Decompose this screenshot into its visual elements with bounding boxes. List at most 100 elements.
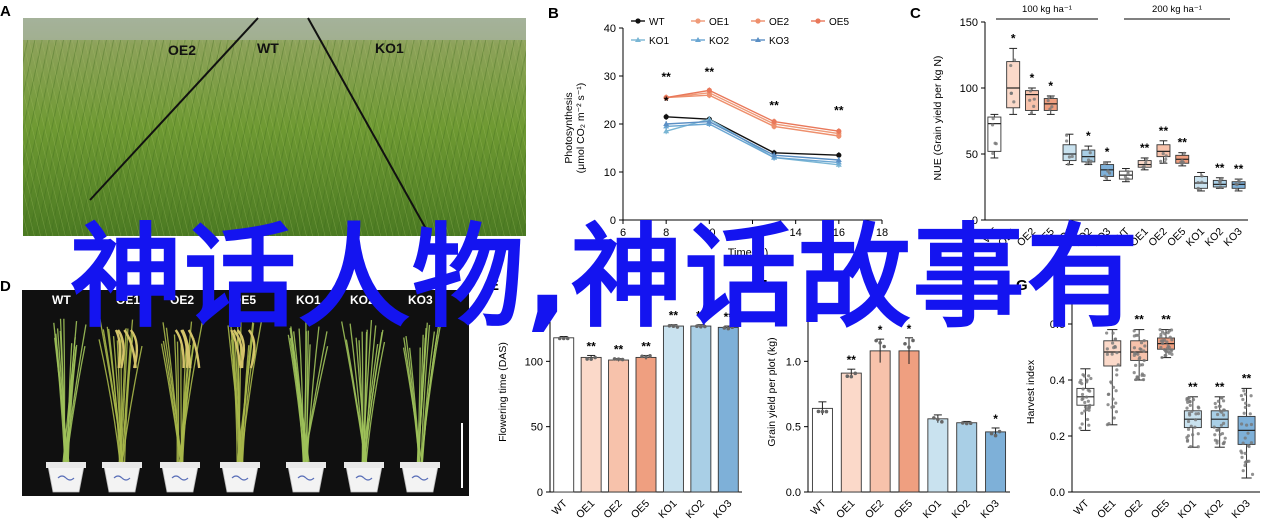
- leaf: [55, 333, 68, 463]
- potted-plant: [400, 320, 442, 493]
- series-line-oe2: [666, 94, 839, 137]
- leaf: [420, 324, 431, 463]
- pot-rim: [286, 462, 326, 468]
- data-point: [1162, 338, 1167, 342]
- data-point: [1102, 161, 1107, 166]
- bar-wt: [811, 407, 833, 493]
- data-point: [1240, 455, 1244, 459]
- x-tick-label: KO1: [921, 498, 944, 521]
- bar-oe5: [898, 350, 920, 493]
- data-point: [1200, 180, 1204, 184]
- data-point: [1241, 441, 1245, 445]
- data-point: [1248, 412, 1252, 416]
- data-point: [565, 336, 570, 341]
- data-point: [561, 336, 566, 341]
- legend-marker: [755, 37, 761, 42]
- data-point: [706, 118, 713, 124]
- data-point: [1244, 401, 1248, 405]
- panicle: [230, 329, 242, 369]
- leaf: [173, 334, 178, 463]
- data-point: [1189, 424, 1193, 428]
- pot-rim: [400, 462, 440, 468]
- data-point: [1164, 154, 1168, 158]
- potted-plant: [220, 317, 263, 493]
- data-point: [1106, 169, 1110, 173]
- panicle: [247, 329, 256, 369]
- legend-label: KO1: [649, 36, 669, 47]
- data-point: [940, 420, 944, 424]
- data-point: [1138, 363, 1143, 367]
- data-point: [1141, 378, 1146, 382]
- legend-marker: [635, 18, 641, 24]
- data-point: [1113, 337, 1117, 341]
- pot: [161, 465, 199, 493]
- data-point: [932, 416, 936, 420]
- legend-marker: [695, 18, 701, 24]
- significance-label: **: [1242, 371, 1252, 385]
- data-point: [1215, 412, 1220, 417]
- data-point: [836, 128, 842, 134]
- data-point: [699, 324, 703, 329]
- data-point: [1188, 400, 1192, 404]
- data-point: [1166, 331, 1170, 335]
- series-line-ko3: [666, 120, 839, 161]
- significance-label: *: [878, 323, 883, 337]
- y-tick-label: 0.2: [1050, 431, 1065, 443]
- significance-label: *: [1086, 129, 1091, 143]
- data-point: [1070, 154, 1074, 159]
- photo-label: OE2: [170, 293, 194, 307]
- data-point: [1111, 341, 1115, 345]
- significance-label: **: [1178, 136, 1188, 150]
- data-point: [593, 355, 597, 360]
- photo-label: OE1: [116, 293, 140, 307]
- x-tick-label: 16: [833, 227, 845, 239]
- data-point: [1213, 433, 1217, 437]
- data-point: [1164, 353, 1168, 358]
- data-point: [1088, 151, 1092, 155]
- data-point: [968, 421, 973, 425]
- data-point: [706, 92, 712, 98]
- potted-plant: [341, 320, 386, 493]
- data-point: [1083, 409, 1087, 413]
- bar-oe2: [608, 359, 630, 493]
- data-point: [1159, 332, 1163, 337]
- panel-c-box-chart: C NUE (Grain yield per kg N) 100 kg ha⁻¹…: [910, 4, 1248, 249]
- data-point: [648, 354, 652, 358]
- legend-label: OE5: [829, 17, 849, 28]
- data-point: [1084, 395, 1089, 399]
- data-point: [1133, 363, 1138, 367]
- x-tick-label: OE1: [834, 498, 857, 521]
- significance-label: *: [1011, 31, 1016, 45]
- data-point: [1220, 176, 1224, 181]
- data-point: [771, 152, 778, 158]
- data-point: [882, 344, 886, 349]
- data-point: [1213, 401, 1217, 406]
- panel-c-letter: C: [910, 5, 921, 22]
- data-point: [907, 345, 911, 350]
- plot-divider-line: [89, 17, 259, 201]
- data-point: [1188, 403, 1192, 408]
- data-point: [1218, 185, 1223, 189]
- pot-pattern: [297, 475, 315, 481]
- data-point: [1190, 409, 1194, 414]
- legend-marker: [755, 18, 761, 24]
- data-point: [1220, 410, 1224, 414]
- bar-ko3: [717, 326, 739, 493]
- data-point: [1115, 351, 1119, 355]
- significance-label: **: [669, 309, 679, 323]
- x-tick-label: KO2: [684, 498, 707, 521]
- x-tick-label: 10: [703, 227, 715, 239]
- y-axis-label: Harvest index: [1025, 359, 1037, 424]
- data-point: [1081, 387, 1085, 391]
- significance-label: **: [705, 65, 715, 79]
- data-point: [1032, 104, 1036, 109]
- data-point: [1221, 399, 1226, 403]
- leaf: [120, 328, 129, 463]
- data-point: [1028, 89, 1033, 93]
- data-point: [1110, 405, 1114, 409]
- panel-g-letter: G: [1016, 277, 1028, 294]
- data-point: [1196, 186, 1200, 190]
- series-line-wt: [666, 116, 839, 156]
- data-point: [1212, 425, 1216, 429]
